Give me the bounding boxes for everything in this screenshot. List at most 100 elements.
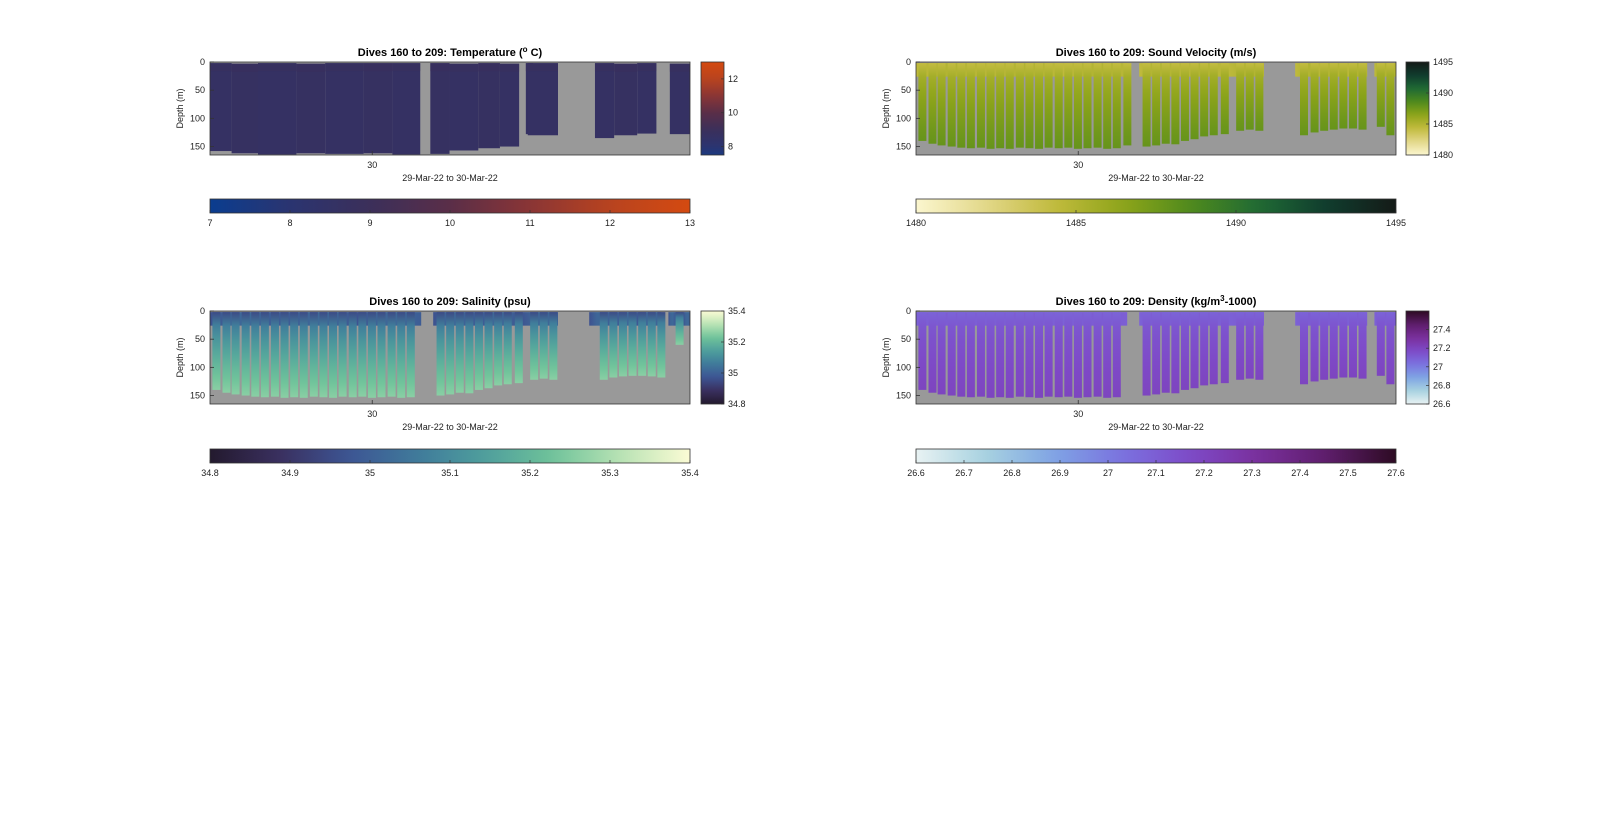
bottom-colorbar-tick-label: 11 bbox=[525, 218, 534, 228]
dive-column bbox=[446, 312, 455, 395]
y-tick-label: 150 bbox=[190, 391, 205, 401]
dive-column bbox=[1236, 312, 1245, 380]
chart-title: Dives 160 to 209: Density (kg/m3-1000) bbox=[1056, 294, 1257, 309]
dive-column bbox=[1044, 63, 1053, 148]
dive-profiles bbox=[210, 63, 690, 155]
dive-column bbox=[1035, 312, 1044, 398]
dive-column bbox=[296, 63, 326, 154]
dive-column bbox=[1171, 63, 1180, 145]
side-colorbar: 8 10 12 bbox=[700, 61, 738, 156]
dive-column bbox=[494, 312, 503, 386]
side-colorbar-tick-label: 27.4 bbox=[1433, 325, 1451, 335]
dive-column bbox=[957, 63, 966, 148]
y-tick-label: 100 bbox=[190, 113, 205, 123]
dive-column bbox=[996, 63, 1005, 149]
bottom-colorbar-tick-label: 34.9 bbox=[281, 468, 299, 478]
bottom-colorbar-tick-label: 35.2 bbox=[521, 468, 539, 478]
dive-surface-layer bbox=[637, 63, 657, 72]
dive-column bbox=[1348, 63, 1357, 129]
x-axis-label: 29-Mar-22 to 30-Mar-22 bbox=[1108, 173, 1204, 183]
bottom-colorbar-tick-label: 27.4 bbox=[1291, 468, 1309, 478]
dive-column bbox=[1180, 312, 1189, 390]
dive-column bbox=[530, 312, 539, 380]
dive-surface-layer bbox=[499, 63, 520, 72]
dive-column bbox=[618, 312, 627, 377]
chart-title: Dives 160 to 209: Sound Velocity (m/s) bbox=[1056, 47, 1257, 59]
dive-column bbox=[1083, 312, 1092, 398]
side-colorbar-tick-label: 26.6 bbox=[1433, 399, 1451, 409]
side-colorbar-bar bbox=[700, 310, 725, 405]
dive-profiles bbox=[916, 312, 1396, 398]
side-colorbar-tick-label: 34.8 bbox=[728, 399, 746, 409]
dive-column bbox=[478, 63, 500, 149]
bottom-colorbar-tick-label: 34.8 bbox=[201, 468, 219, 478]
bottom-colorbar-tick-label: 26.9 bbox=[1051, 468, 1069, 478]
dive-column bbox=[1386, 63, 1395, 136]
dive-column bbox=[231, 63, 258, 154]
dive-column bbox=[986, 312, 995, 398]
dive-surface-layer bbox=[449, 63, 479, 72]
dive-column bbox=[1190, 312, 1199, 389]
dive-surface-layer bbox=[231, 63, 258, 72]
plot-frame bbox=[915, 310, 1397, 405]
dive-surface-layer bbox=[430, 63, 450, 72]
dive-surface-layer bbox=[296, 63, 326, 72]
dive-column bbox=[280, 312, 289, 398]
bottom-colorbar-tick-label: 7 bbox=[207, 218, 212, 228]
dive-column bbox=[1142, 312, 1151, 396]
dive-column bbox=[1376, 63, 1385, 127]
dive-column bbox=[1209, 312, 1218, 385]
dive-column bbox=[465, 312, 474, 394]
y-tick-label: 0 bbox=[200, 57, 205, 67]
title-superscript: 3 bbox=[1220, 294, 1225, 303]
dive-column bbox=[377, 312, 386, 398]
dive-column bbox=[231, 312, 240, 395]
dive-column bbox=[1064, 312, 1073, 397]
dive-column bbox=[614, 63, 638, 136]
x-tick-label: 30 bbox=[367, 160, 377, 170]
bottom-colorbar-tick-label: 1480 bbox=[906, 218, 926, 228]
dive-column bbox=[338, 312, 347, 397]
dive-column bbox=[1348, 312, 1357, 378]
dive-column bbox=[1329, 312, 1338, 379]
dive-column bbox=[503, 312, 512, 385]
dive-column bbox=[1112, 63, 1121, 149]
dive-column bbox=[647, 312, 656, 377]
dive-column bbox=[1209, 63, 1218, 136]
dive-column bbox=[406, 312, 415, 398]
dive-column bbox=[290, 312, 299, 398]
y-tick-label: 50 bbox=[901, 85, 911, 95]
y-axis-label: Depth (m) bbox=[175, 337, 185, 377]
dive-surface-layer bbox=[325, 63, 364, 72]
dive-column bbox=[1320, 312, 1329, 380]
dive-column bbox=[1064, 63, 1073, 148]
dive-column bbox=[430, 63, 450, 154]
dive-column bbox=[928, 63, 937, 144]
bottom-colorbar-tick-label: 35.1 bbox=[441, 468, 459, 478]
title-tail: -1000) bbox=[1225, 296, 1257, 308]
title-main: Dives 160 to 209: Density (kg/m bbox=[1056, 296, 1221, 308]
title-main: Dives 160 to 209: Temperature ( bbox=[358, 47, 523, 59]
panel-salinity: Dives 160 to 209: Salinity (psu) 0 50 100 15… bbox=[175, 296, 746, 478]
panel-temperature: Dives 160 to 209: Temperature (o C) 0 50 10… bbox=[175, 45, 738, 229]
y-tick-label: 0 bbox=[906, 57, 911, 67]
title-main: Dives 160 to 209: Sound Velocity (m/s) bbox=[1056, 47, 1257, 59]
dive-column bbox=[996, 312, 1005, 398]
dive-column bbox=[957, 312, 966, 397]
dive-column bbox=[928, 312, 937, 393]
dive-surface-layer bbox=[392, 63, 421, 72]
x-tick-label: 30 bbox=[1073, 160, 1083, 170]
side-colorbar-tick-label: 26.8 bbox=[1433, 380, 1451, 390]
dive-column bbox=[1236, 63, 1245, 131]
side-colorbar-tick-label: 27.2 bbox=[1433, 343, 1451, 353]
bottom-colorbar-tick-label: 35.3 bbox=[601, 468, 619, 478]
bottom-colorbar-bar bbox=[915, 198, 1397, 214]
dive-column bbox=[1073, 312, 1082, 398]
y-axis-label: Depth (m) bbox=[881, 337, 891, 377]
dive-column bbox=[976, 63, 985, 148]
dive-column bbox=[1054, 312, 1063, 398]
bottom-colorbar-tick-label: 12 bbox=[605, 218, 615, 228]
y-axis-label: Depth (m) bbox=[175, 88, 185, 128]
bottom-colorbar: 1480 1485 1490 1495 bbox=[906, 198, 1406, 228]
dive-column bbox=[1152, 63, 1161, 146]
